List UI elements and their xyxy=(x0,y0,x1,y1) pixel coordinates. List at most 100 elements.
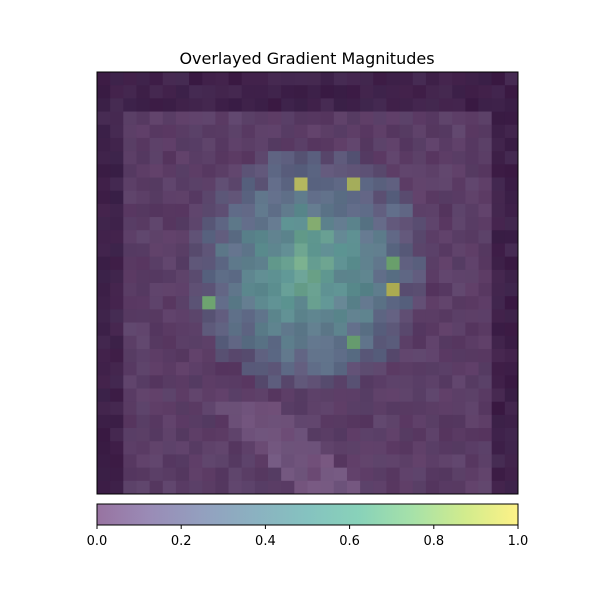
heatmap-cell xyxy=(478,454,493,469)
heatmap-cell xyxy=(162,217,177,231)
heatmap-cell xyxy=(504,322,519,337)
heatmap-cell xyxy=(215,111,229,126)
heatmap-cell xyxy=(241,243,256,258)
heatmap-cell xyxy=(504,348,519,363)
heatmap-cell xyxy=(346,322,361,337)
heatmap-cell xyxy=(254,322,269,337)
heatmap-cell xyxy=(254,283,269,297)
heatmap-cell xyxy=(189,203,203,218)
heatmap-cell xyxy=(307,217,322,231)
heatmap-cell xyxy=(149,256,164,271)
heatmap-cell xyxy=(320,283,335,297)
heatmap-cell xyxy=(254,256,269,271)
heatmap-cell xyxy=(162,85,177,99)
heatmap-cell xyxy=(478,230,493,244)
heatmap-cell xyxy=(149,309,164,323)
heatmap-cell xyxy=(360,296,374,310)
heatmap-cell xyxy=(241,309,256,323)
heatmap-cell xyxy=(123,111,137,126)
heatmap-cell xyxy=(281,375,295,389)
heatmap-cell xyxy=(215,322,229,337)
heatmap-cell xyxy=(136,85,151,99)
heatmap-cell xyxy=(465,98,479,112)
heatmap-cell xyxy=(360,401,374,416)
heatmap-cell xyxy=(425,98,440,112)
heatmap-cell xyxy=(268,309,282,323)
heatmap-cell xyxy=(123,72,137,86)
heatmap-cell xyxy=(97,98,111,112)
heatmap-cell xyxy=(452,480,466,495)
heatmap-cell xyxy=(320,362,335,376)
heatmap-cell xyxy=(346,137,361,152)
heatmap-cell xyxy=(149,335,164,350)
heatmap-cell xyxy=(162,467,177,482)
heatmap-cell xyxy=(228,111,243,126)
heatmap-cell xyxy=(412,401,427,416)
heatmap-cell xyxy=(425,375,440,389)
heatmap-cell xyxy=(491,283,506,297)
plot-area-frame xyxy=(96,71,519,495)
heatmap-cell xyxy=(452,111,466,126)
heatmap-cell xyxy=(175,414,190,429)
heatmap-cell xyxy=(504,269,519,284)
heatmap-cell xyxy=(175,322,190,337)
heatmap-cell xyxy=(399,441,414,455)
heatmap-cell xyxy=(215,388,229,403)
heatmap-cell xyxy=(228,72,243,86)
heatmap-cell xyxy=(478,414,493,429)
heatmap-cell xyxy=(439,309,453,323)
heatmap-cell xyxy=(346,480,361,495)
heatmap-cell xyxy=(465,177,479,192)
heatmap-cell xyxy=(452,190,466,205)
heatmap-cell xyxy=(373,151,387,165)
heatmap-cell xyxy=(452,283,466,297)
heatmap-cell xyxy=(123,217,137,231)
heatmap-cell xyxy=(346,467,361,482)
heatmap-cell xyxy=(268,177,282,192)
heatmap-cell xyxy=(110,164,124,178)
heatmap-cell xyxy=(399,362,414,376)
heatmap-cell xyxy=(386,190,400,205)
heatmap-cell xyxy=(175,480,190,495)
heatmap-cell xyxy=(136,309,151,323)
heatmap-cell xyxy=(333,283,348,297)
heatmap-cell xyxy=(504,137,519,152)
heatmap-cell xyxy=(373,111,387,126)
heatmap-cell xyxy=(478,480,493,495)
heatmap-cell xyxy=(215,230,229,244)
heatmap-cell xyxy=(175,203,190,218)
heatmap-cell xyxy=(123,467,137,482)
heatmap-cell xyxy=(346,401,361,416)
heatmap-cell xyxy=(478,72,493,86)
heatmap-cell xyxy=(254,124,269,139)
heatmap-cell xyxy=(386,375,400,389)
heatmap-cell xyxy=(215,243,229,258)
heatmap-cell xyxy=(373,375,387,389)
heatmap-cell xyxy=(241,296,256,310)
heatmap-cell xyxy=(281,177,295,192)
heatmap-cell xyxy=(360,441,374,455)
heatmap-cell xyxy=(97,480,111,495)
heatmap-cell xyxy=(175,401,190,416)
heatmap-cell xyxy=(346,230,361,244)
heatmap-cell xyxy=(425,414,440,429)
heatmap-cell xyxy=(97,283,111,297)
heatmap-cell xyxy=(333,414,348,429)
heatmap-cell xyxy=(228,164,243,178)
heatmap-cell xyxy=(465,230,479,244)
heatmap-cell xyxy=(360,454,374,469)
heatmap-cell xyxy=(162,256,177,271)
heatmap-cell xyxy=(386,256,400,271)
heatmap-cell xyxy=(215,441,229,455)
heatmap-cell xyxy=(149,217,164,231)
heatmap-cell xyxy=(386,230,400,244)
heatmap-cell xyxy=(281,72,295,86)
heatmap-cell xyxy=(162,414,177,429)
heatmap-cell xyxy=(123,309,137,323)
heatmap-cell xyxy=(215,428,229,442)
heatmap-cell xyxy=(215,454,229,469)
heatmap-cell xyxy=(386,335,400,350)
heatmap-cell xyxy=(228,230,243,244)
heatmap-cell xyxy=(320,137,335,152)
heatmap-cell xyxy=(504,203,519,218)
